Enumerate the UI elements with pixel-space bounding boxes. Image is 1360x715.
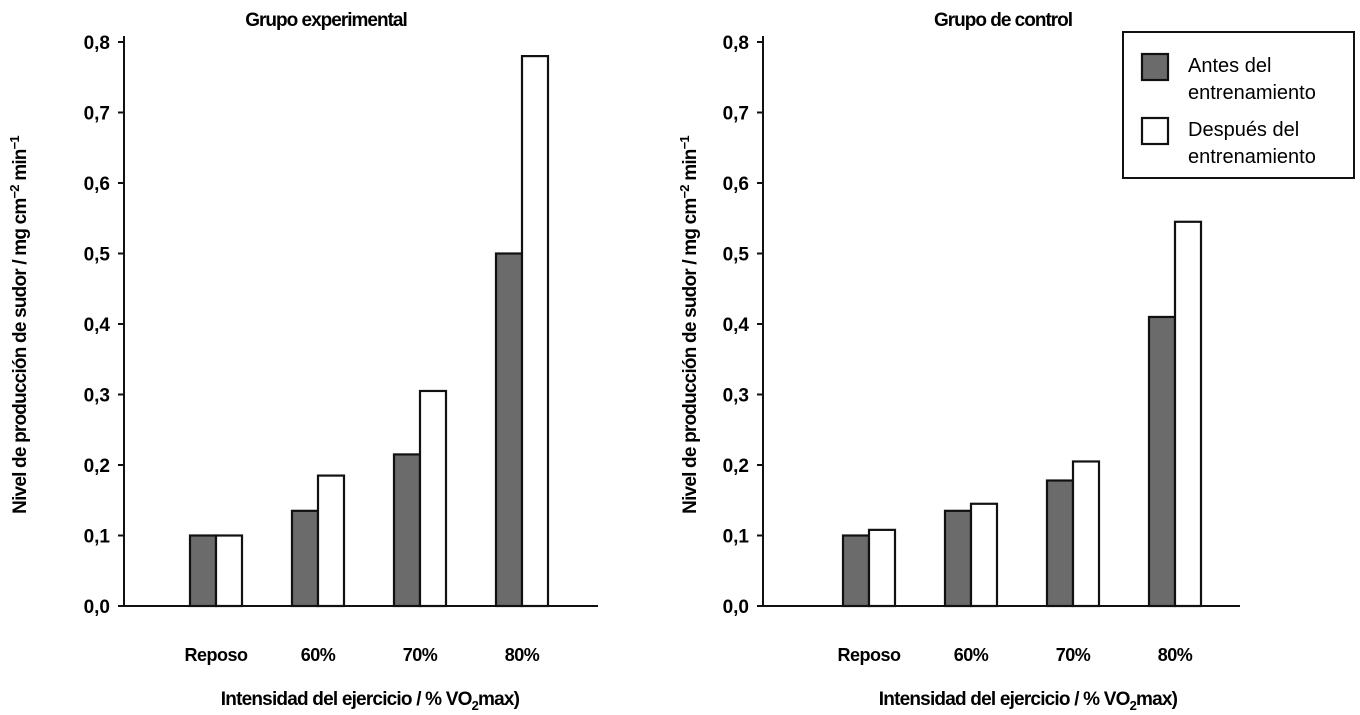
legend-label-line2: entrenamiento [1188, 82, 1316, 104]
bar-despues [316, 474, 346, 608]
bar-antes [841, 534, 871, 608]
x-tick-label: 80% [505, 645, 540, 665]
y-tick-label: 0,3 [84, 386, 110, 407]
x-tick-label: 70% [403, 645, 438, 665]
x-tick-label: 70% [1056, 645, 1091, 665]
x-tick-label: Reposo [184, 645, 248, 665]
legend: Antes del entrenamiento Después del entrena… [1122, 31, 1355, 179]
legend-label-line2: entrenamiento [1188, 146, 1316, 168]
bar-antes [188, 534, 218, 608]
legend-box [1122, 31, 1355, 179]
y-tick-label: 0,6 [84, 174, 110, 195]
chart-panel-2: Grupo de control 0,0 0,1 0,2 0,3 0,4 0,5 0,6 0,7… [677, 10, 1355, 713]
y-tick-label: 0,0 [723, 597, 749, 618]
y-tick-label: 0,2 [84, 456, 110, 477]
bar-antes [392, 453, 422, 608]
y-axis-label: Nivel de producción de sudor / mg cm−2 m… [677, 136, 701, 514]
y-tick-label: 0,8 [723, 33, 749, 54]
y-tick-label: 0,6 [723, 174, 749, 195]
y-tick-label: 0,2 [723, 456, 749, 477]
y-tick-label: 0,5 [84, 245, 111, 266]
chart-title: Grupo de control [934, 10, 1072, 31]
y-tick-label: 0,7 [723, 104, 749, 125]
y-axis-label: Nivel de producción de sudor / mg cm−2 m… [7, 136, 31, 514]
bar-antes [943, 509, 973, 608]
y-tick-label: 0,1 [723, 527, 750, 548]
x-tick-label: 60% [301, 645, 336, 665]
bar-despues [1071, 460, 1101, 608]
y-tick-label: 0,0 [84, 597, 110, 618]
x-axis-label: Intensidad del ejercicio / % VO2max) [221, 689, 520, 713]
y-tick-label: 0,1 [84, 527, 111, 548]
bar-despues [969, 502, 999, 608]
y-tick-label: 0,4 [84, 315, 111, 336]
x-axis-label: Intensidad del ejercicio / % VO2max) [879, 689, 1178, 713]
x-tick-label: 60% [954, 645, 989, 665]
x-tick-label: 80% [1158, 645, 1193, 665]
legend-swatch [1140, 52, 1170, 82]
y-tick-label: 0,5 [723, 245, 750, 266]
y-tick-label: 0,4 [723, 315, 750, 336]
y-tick-label: 0,3 [723, 386, 749, 407]
bar-antes [494, 252, 524, 608]
legend-swatch [1140, 116, 1170, 146]
legend-label-line1: Después del [1188, 119, 1299, 141]
bar-antes [1147, 315, 1177, 608]
chart-panel-1: Grupo experimental 0,0 0,1 0,2 0,3 0,4 0,5 0,6 0… [7, 10, 598, 713]
y-tick-label: 0,8 [84, 33, 110, 54]
chart-title: Grupo experimental [245, 10, 407, 31]
bar-despues [1173, 220, 1203, 608]
bar-antes [290, 509, 320, 608]
bar-despues [520, 54, 550, 608]
legend-label-line1: Antes del [1188, 55, 1271, 77]
y-tick-label: 0,7 [84, 104, 110, 125]
bar-despues [418, 389, 448, 608]
bar-despues [867, 528, 897, 608]
bar-antes [1045, 479, 1075, 608]
x-tick-label: Reposo [837, 645, 901, 665]
bar-despues [214, 534, 244, 608]
